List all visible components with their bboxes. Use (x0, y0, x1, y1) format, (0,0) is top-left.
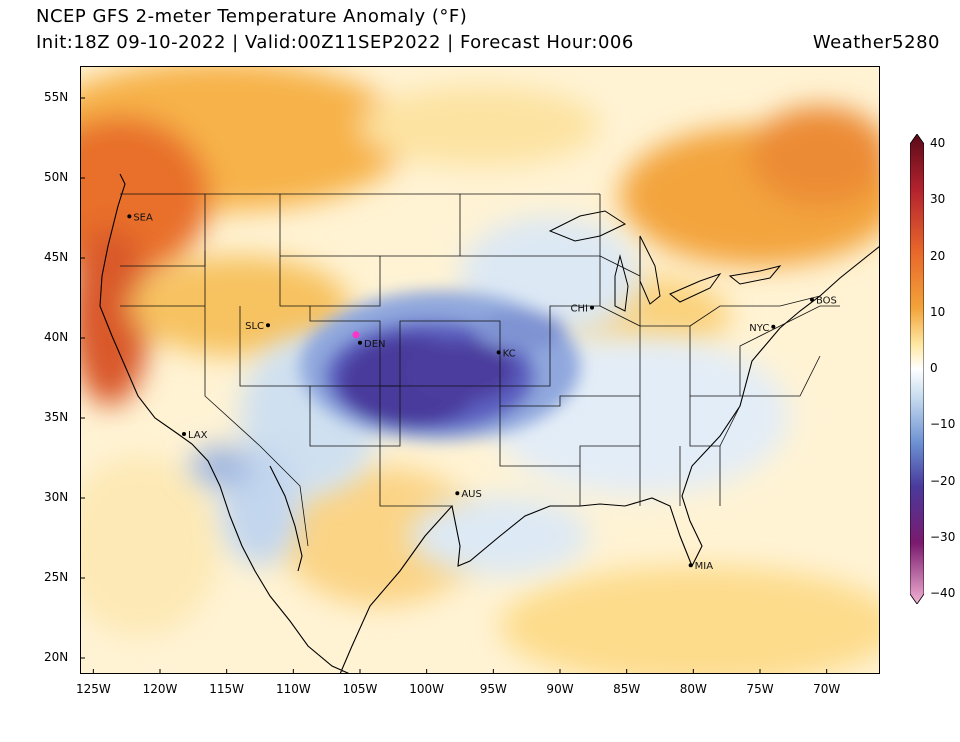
lat-tick-label: 45N (44, 250, 69, 264)
lon-tick-label: 105W (342, 682, 378, 696)
city-label: NYC (749, 323, 769, 334)
map-subtitle: Init:18Z 09-10-2022 | Valid:00Z11SEP2022… (36, 32, 634, 53)
lon-tick-label: 110W (275, 682, 311, 696)
lon-tick-label: 70W (813, 682, 841, 696)
colorbar-tick-label: 40 (930, 136, 946, 150)
coastline (99, 173, 880, 674)
lon-tick-label: 75W (746, 682, 774, 696)
city-dot (810, 297, 814, 302)
city-label: BOS (816, 296, 837, 307)
colorbar-tick-label: −20 (930, 473, 956, 488)
city-dot (127, 214, 132, 219)
colorbar-tick-label: −10 (930, 417, 956, 432)
city-markers: SEA SLC DEN KC CHI NYC BOS LAX AUS MIA (127, 212, 837, 572)
colorbar-tick-label: −40 (930, 586, 956, 600)
colorbar-tick-label: 20 (930, 248, 946, 263)
lon-tick-label: 125W (75, 682, 111, 696)
lon-tick-label: 120W (142, 682, 178, 696)
anomaly-map: SEA SLC DEN KC CHI NYC BOS LAX AUS MIA (80, 66, 880, 674)
city-label: CHI (571, 304, 588, 315)
city-label: SLC (245, 321, 264, 332)
lat-tick-label: 25N (44, 570, 69, 584)
colorbar-tick-label: 10 (930, 304, 946, 319)
city-dot (771, 324, 776, 329)
great-lakes (548, 210, 782, 312)
lat-tick-label: 40N (44, 330, 69, 344)
colorbar (910, 134, 924, 604)
city-label: DEN (364, 339, 386, 350)
lat-tick-label: 30N (44, 490, 69, 504)
map-canvas: SEA SLC DEN KC CHI NYC BOS LAX AUS MIA (80, 66, 880, 674)
city-label: LAX (188, 430, 208, 441)
city-dot (688, 563, 693, 568)
lon-tick-label: 80W (679, 682, 707, 696)
city-dot (358, 340, 362, 345)
cold-anomaly-core (300, 291, 580, 441)
lon-tick-label: 90W (546, 682, 574, 696)
lat-tick-label: 50N (44, 170, 69, 184)
lon-tick-label: 115W (209, 682, 245, 696)
lat-tick-label: 20N (44, 650, 69, 664)
brand-label: Weather5280 (812, 32, 940, 53)
city-dot (590, 305, 594, 310)
highlight-marker (352, 331, 360, 339)
city-dot (496, 350, 501, 355)
lon-tick-label: 85W (613, 682, 641, 696)
city-dot (455, 491, 460, 496)
lon-tick-label: 100W (409, 682, 445, 696)
city-dot (182, 432, 186, 436)
political-boundaries (120, 193, 840, 547)
lat-tick-label: 55N (44, 90, 69, 104)
colorbar-tick-label: 30 (930, 192, 946, 207)
city-dot (266, 323, 270, 328)
colorbar-tick-label: 0 (930, 361, 938, 375)
map-title: NCEP GFS 2-meter Temperature Anomaly (°F… (36, 6, 468, 27)
lat-tick-label: 35N (44, 410, 69, 424)
map-frame (80, 66, 880, 674)
city-label: SEA (133, 212, 153, 223)
colorbar-tick-label: −30 (930, 529, 956, 544)
city-label: MIA (695, 561, 714, 572)
lon-tick-label: 95W (479, 682, 507, 696)
city-label: AUS (461, 489, 482, 500)
city-label: KC (503, 348, 516, 359)
